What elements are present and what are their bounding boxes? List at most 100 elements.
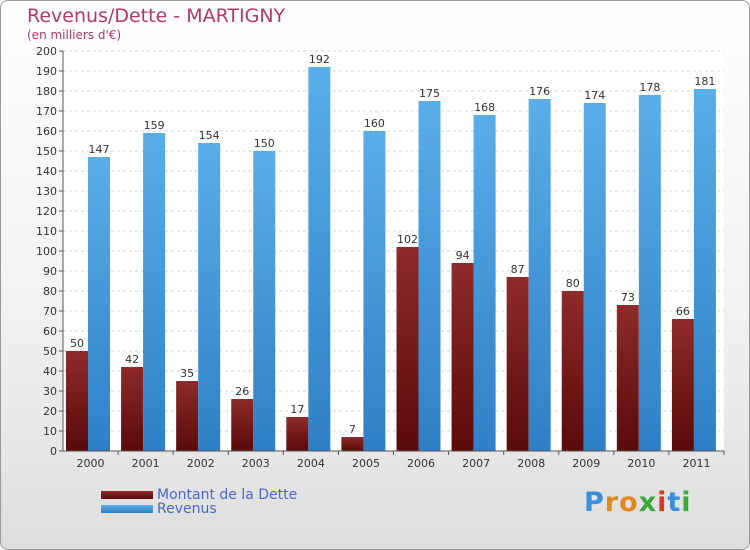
bar-revenus bbox=[198, 143, 221, 451]
x-tick-label: 2009 bbox=[572, 457, 600, 470]
x-tick-label: 2008 bbox=[517, 457, 545, 470]
y-tick-label: 160 bbox=[36, 125, 57, 138]
data-label: 181 bbox=[694, 75, 715, 88]
bar-dette bbox=[231, 399, 254, 451]
chart-title: Revenus/Dette - MARTIGNY bbox=[27, 5, 286, 27]
data-label: 178 bbox=[639, 81, 660, 94]
bar-dette bbox=[176, 381, 199, 451]
x-tick-label: 2004 bbox=[297, 457, 325, 470]
y-tick-label: 80 bbox=[43, 285, 57, 298]
data-label: 73 bbox=[621, 291, 635, 304]
logo-letter: i bbox=[657, 487, 668, 518]
bar-dette bbox=[506, 277, 529, 451]
y-tick-label: 60 bbox=[43, 325, 57, 338]
bar-dette bbox=[616, 305, 639, 451]
data-label: 42 bbox=[125, 353, 139, 366]
y-tick-label: 150 bbox=[36, 145, 57, 158]
axes: 0 10 20 30 40 50 60 70 80 90 100 110 120 130 140 150 160… bbox=[36, 45, 725, 470]
bar-revenus bbox=[638, 95, 661, 451]
data-label: 102 bbox=[397, 233, 418, 246]
y-tick-label: 200 bbox=[36, 45, 57, 58]
bars: 50 147 42 159 35 154 26 150 17 192 7 160 102 175 94 168… bbox=[66, 53, 716, 451]
data-label: 159 bbox=[144, 119, 165, 132]
logo-letter: P bbox=[584, 487, 605, 518]
y-tick-label: 90 bbox=[43, 265, 57, 278]
x-tick-label: 2003 bbox=[242, 457, 270, 470]
data-label: 94 bbox=[456, 249, 470, 262]
legend-label-dette: Montant de la Dette bbox=[157, 487, 298, 503]
data-label: 176 bbox=[529, 85, 550, 98]
y-tick-label: 130 bbox=[36, 185, 57, 198]
data-label: 175 bbox=[419, 87, 440, 100]
y-tick-label: 50 bbox=[43, 345, 57, 358]
bar-revenus bbox=[583, 103, 606, 451]
y-tick-label: 20 bbox=[43, 405, 57, 418]
y-tick-label: 190 bbox=[36, 65, 57, 78]
data-label: 168 bbox=[474, 101, 495, 114]
x-tick-label: 2007 bbox=[462, 457, 490, 470]
bar-dette bbox=[286, 417, 309, 451]
y-tick-label: 140 bbox=[36, 165, 57, 178]
bar-dette bbox=[121, 367, 144, 451]
x-tick-label: 2005 bbox=[352, 457, 380, 470]
data-label: 66 bbox=[676, 305, 690, 318]
logo-letter: r bbox=[604, 487, 620, 518]
y-tick-label: 10 bbox=[43, 425, 57, 438]
y-tick-label: 110 bbox=[36, 225, 57, 238]
data-label: 50 bbox=[70, 337, 84, 350]
x-tick-label: 2011 bbox=[682, 457, 710, 470]
x-tick-label: 2000 bbox=[77, 457, 105, 470]
legend-swatch-revenus bbox=[101, 505, 153, 513]
bar-revenus bbox=[363, 131, 386, 451]
bar-revenus bbox=[693, 89, 716, 451]
data-label: 80 bbox=[566, 277, 580, 290]
bar-revenus bbox=[418, 101, 441, 451]
bar-revenus bbox=[528, 99, 551, 451]
y-tick-label: 120 bbox=[36, 205, 57, 218]
y-tick-label: 30 bbox=[43, 385, 57, 398]
data-label: 7 bbox=[349, 423, 356, 436]
data-label: 17 bbox=[290, 403, 304, 416]
data-label: 26 bbox=[235, 385, 249, 398]
data-label: 35 bbox=[180, 367, 194, 380]
bar-revenus bbox=[143, 133, 166, 451]
x-tick-label: 2006 bbox=[407, 457, 435, 470]
x-tick-label: 2001 bbox=[132, 457, 160, 470]
legend-item-dette: Montant de la Dette bbox=[101, 487, 297, 503]
bar-dette bbox=[671, 319, 694, 451]
y-tick-label: 170 bbox=[36, 105, 57, 118]
y-tick-label: 0 bbox=[50, 445, 57, 458]
bar-dette bbox=[561, 291, 584, 451]
legend-swatch-dette bbox=[101, 491, 153, 499]
data-label: 174 bbox=[584, 89, 605, 102]
x-tick-label: 2010 bbox=[627, 457, 655, 470]
y-tick-label: 180 bbox=[36, 85, 57, 98]
bar-revenus bbox=[253, 151, 276, 451]
bar-dette bbox=[341, 437, 364, 451]
data-label: 160 bbox=[364, 117, 385, 130]
legend-label-revenus: Revenus bbox=[157, 501, 217, 517]
y-tick-label: 100 bbox=[36, 245, 57, 258]
logo-letter: o bbox=[619, 487, 639, 518]
y-tick-label: 40 bbox=[43, 365, 57, 378]
bar-dette bbox=[66, 351, 88, 451]
bar-dette bbox=[396, 247, 419, 451]
y-tick-label: 70 bbox=[43, 305, 57, 318]
data-label: 154 bbox=[199, 129, 220, 142]
grid-lines bbox=[63, 50, 724, 452]
logo-letter: t bbox=[667, 487, 682, 518]
data-label: 192 bbox=[309, 53, 330, 66]
data-label: 147 bbox=[89, 143, 110, 156]
data-label: 87 bbox=[511, 263, 525, 276]
chart-subtitle: (en milliers d'€) bbox=[27, 28, 122, 42]
proxiti-logo: Proxiti bbox=[584, 487, 692, 518]
bar-revenus bbox=[308, 67, 331, 451]
bar-revenus bbox=[473, 115, 496, 451]
logo-letter: i bbox=[681, 487, 692, 518]
x-tick-label: 2002 bbox=[187, 457, 215, 470]
bar-dette bbox=[451, 263, 474, 451]
bar-revenus bbox=[88, 157, 110, 451]
legend-item-revenus: Revenus bbox=[101, 501, 217, 517]
